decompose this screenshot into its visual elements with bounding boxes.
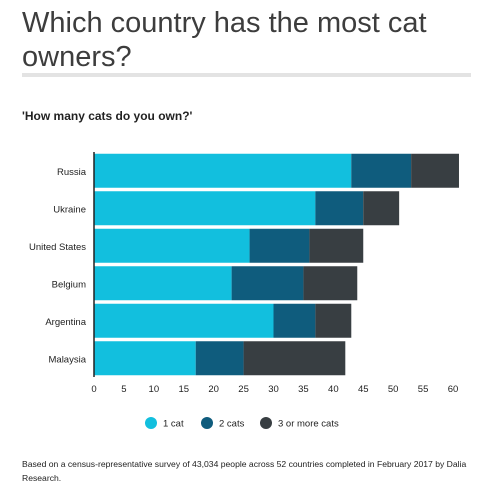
- bar-belgium-series-0: [94, 266, 232, 301]
- x-tick-label: 15: [178, 384, 189, 395]
- x-tick-label: 55: [418, 384, 429, 395]
- x-tick-label: 35: [298, 384, 309, 395]
- x-tick-label: 0: [91, 384, 96, 395]
- legend-marker: [145, 417, 157, 429]
- legend-marker: [201, 417, 213, 429]
- stacked-bar-chart: Russia Ukraine United States Belgium Argenti…: [29, 152, 459, 430]
- x-tick-label: 60: [448, 384, 459, 395]
- category-label: Malaysia: [49, 354, 87, 365]
- x-tick-label: 25: [238, 384, 249, 395]
- legend-label: 1 cat: [163, 419, 184, 430]
- x-tick-label: 10: [149, 384, 160, 395]
- x-tick-label: 40: [328, 384, 339, 395]
- x-tick-label: 20: [208, 384, 219, 395]
- legend-label: 2 cats: [219, 419, 245, 430]
- legend-marker: [260, 417, 272, 429]
- bar-ukraine-series-2: [363, 191, 400, 226]
- chart-subtitle: 'How many cats do you own?': [22, 109, 193, 123]
- x-tick-label: 50: [388, 384, 399, 395]
- bar-russia-series-2: [411, 153, 459, 188]
- bar-united-states-series-0: [94, 228, 250, 263]
- bar-russia-series-0: [94, 153, 352, 188]
- x-tick-label: 5: [121, 384, 126, 395]
- category-label: Belgium: [52, 279, 86, 290]
- category-label: Russia: [57, 167, 87, 178]
- category-label: Ukraine: [53, 204, 86, 215]
- legend-label: 3 or more cats: [278, 419, 339, 430]
- bar-argentina-series-2: [315, 303, 352, 338]
- bar-united-states-series-2: [309, 228, 364, 263]
- bar-ukraine-series-0: [94, 191, 316, 226]
- bar-argentina-series-0: [94, 303, 274, 338]
- bar-ukraine-series-1: [315, 191, 364, 226]
- category-label: Argentina: [45, 317, 86, 328]
- bar-united-states-series-1: [249, 228, 310, 263]
- bar-russia-series-1: [351, 153, 412, 188]
- category-label: United States: [29, 242, 86, 253]
- bar-belgium-series-2: [303, 266, 358, 301]
- page-title: Which country has the most cat owners?: [22, 7, 427, 73]
- bar-malaysia-series-1: [195, 341, 244, 376]
- footnote: Based on a census-representative survey …: [22, 459, 467, 483]
- bar-belgium-series-1: [231, 266, 304, 301]
- title-divider: [22, 73, 471, 77]
- bar-argentina-series-1: [273, 303, 316, 338]
- bar-malaysia-series-0: [94, 341, 196, 376]
- x-tick-label: 45: [358, 384, 369, 395]
- bar-malaysia-series-2: [243, 341, 346, 376]
- x-tick-label: 30: [268, 384, 279, 395]
